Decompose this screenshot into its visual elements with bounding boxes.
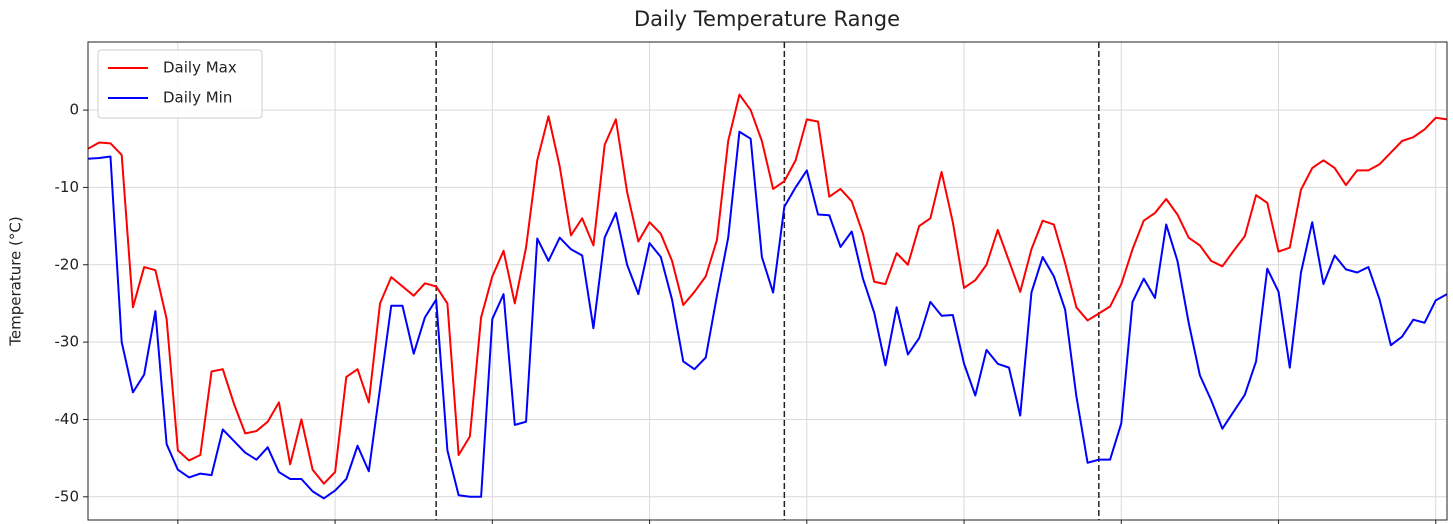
y-tick-label: -10 [55, 178, 80, 196]
y-tick-label: 0 [69, 101, 79, 119]
y-tick-label: -40 [55, 410, 80, 428]
y-tick-label: -30 [55, 333, 80, 351]
data-line [88, 130, 1447, 500]
y-tick-label: -20 [55, 255, 80, 273]
data-line [88, 93, 1447, 485]
y-tick-label: -50 [55, 487, 80, 505]
legend-label: Daily Max [163, 59, 237, 77]
y-axis-label: Temperature (°C) [7, 216, 25, 346]
chart-title: Daily Temperature Range [634, 7, 900, 31]
plot-frame [87, 41, 1448, 521]
legend-label: Daily Min [163, 89, 232, 107]
